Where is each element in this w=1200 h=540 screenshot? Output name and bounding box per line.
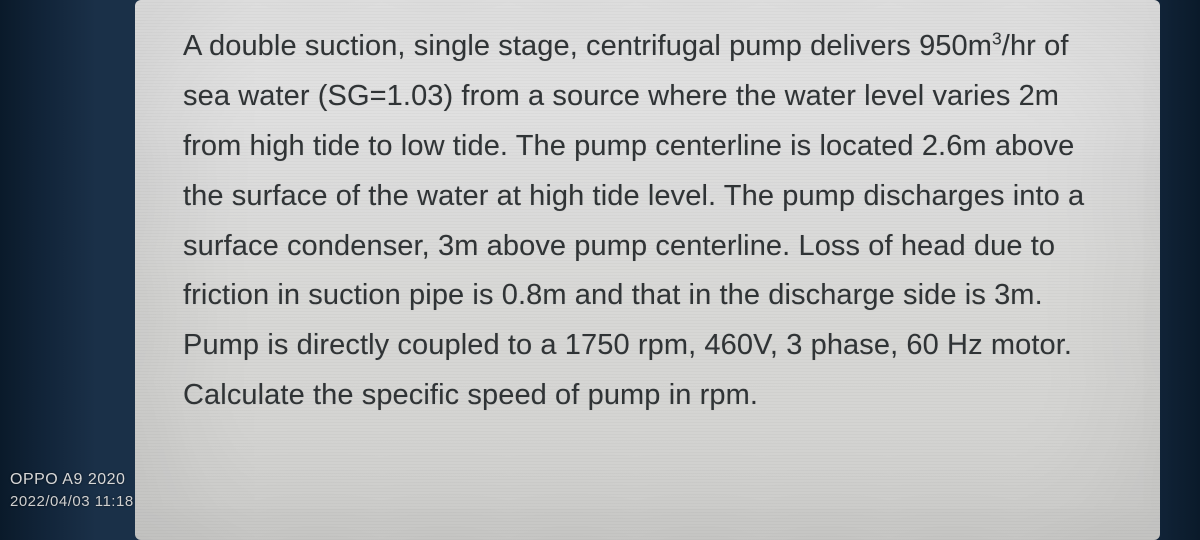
problem-paragraph: A double suction, single stage, centrifu… [183,22,1090,421]
screen-area: A double suction, single stage, centrifu… [135,0,1160,540]
text-pre-sup: A double suction, single stage, centrifu… [183,30,992,62]
camera-watermark: OPPO A9 2020 2022/04/03 11:18 [10,469,134,512]
watermark-timestamp: 2022/04/03 11:18 [10,491,134,512]
photo-frame: A double suction, single stage, centrifu… [0,0,1200,540]
text-sup: 3 [992,28,1002,48]
text-post-sup: /hr of sea water (SG=1.03) from a source… [183,30,1084,411]
watermark-device: OPPO A9 2020 [10,469,134,491]
